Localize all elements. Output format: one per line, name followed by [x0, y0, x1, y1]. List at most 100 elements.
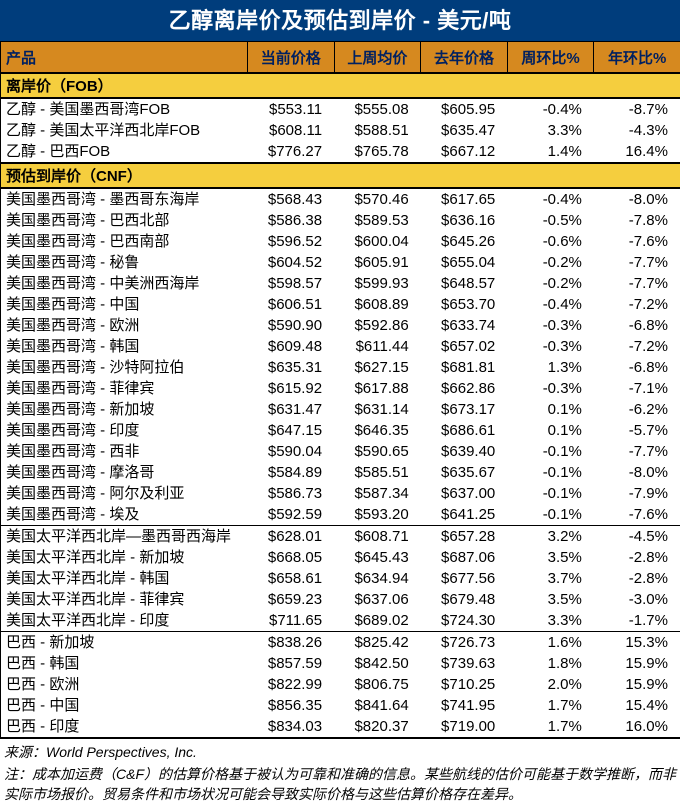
value-cell: 15.9%	[594, 674, 680, 695]
table-row: 美国墨西哥湾 - 中美洲西海岸$598.57$599.93$648.57-0.2…	[1, 273, 680, 294]
column-header: 去年价格	[421, 42, 508, 74]
column-header-product: 产品	[1, 42, 248, 74]
value-cell: $662.86	[421, 378, 508, 399]
column-header: 周环比%	[507, 42, 594, 74]
value-cell: $608.89	[334, 294, 421, 315]
value-cell: $641.25	[421, 504, 508, 526]
value-cell: $586.73	[248, 483, 335, 504]
value-cell: $631.47	[248, 399, 335, 420]
value-cell: $689.02	[334, 610, 421, 632]
value-cell: $657.02	[421, 336, 508, 357]
value-cell: -7.7%	[594, 273, 680, 294]
value-cell: -0.5%	[507, 210, 594, 231]
value-cell: -0.1%	[507, 504, 594, 526]
value-cell: -0.6%	[507, 231, 594, 252]
product-cell: 巴西 - 印度	[1, 716, 248, 738]
product-cell: 美国墨西哥湾 - 巴西北部	[1, 210, 248, 231]
table-row: 美国墨西哥湾 - 韩国$609.48$611.44$657.02-0.3%-7.…	[1, 336, 680, 357]
value-cell: -4.5%	[594, 526, 680, 548]
value-cell: -3.0%	[594, 589, 680, 610]
value-cell: $586.38	[248, 210, 335, 231]
price-table: 产品当前价格上周均价去年价格周环比%年环比% 离岸价（FOB）乙醇 - 美国墨西…	[0, 41, 680, 739]
product-cell: 美国墨西哥湾 - 韩国	[1, 336, 248, 357]
value-cell: 15.3%	[594, 632, 680, 654]
value-cell: $615.92	[248, 378, 335, 399]
value-cell: -7.8%	[594, 210, 680, 231]
product-cell: 美国墨西哥湾 - 欧洲	[1, 315, 248, 336]
value-cell: $609.48	[248, 336, 335, 357]
value-cell: $841.64	[334, 695, 421, 716]
value-cell: 3.3%	[507, 120, 594, 141]
value-cell: 1.3%	[507, 357, 594, 378]
value-cell: $606.51	[248, 294, 335, 315]
value-cell: $635.47	[421, 120, 508, 141]
value-cell: $681.81	[421, 357, 508, 378]
value-cell: $633.74	[421, 315, 508, 336]
value-cell: $655.04	[421, 252, 508, 273]
value-cell: -7.6%	[594, 231, 680, 252]
value-cell: -0.2%	[507, 252, 594, 273]
value-cell: $710.25	[421, 674, 508, 695]
section-header-label: 离岸价（FOB）	[1, 73, 680, 98]
value-cell: $593.20	[334, 504, 421, 526]
value-cell: $639.40	[421, 441, 508, 462]
value-cell: $596.52	[248, 231, 335, 252]
product-cell: 美国墨西哥湾 - 墨西哥东海岸	[1, 188, 248, 210]
value-cell: -1.7%	[594, 610, 680, 632]
value-cell: 0.1%	[507, 399, 594, 420]
column-header: 上周均价	[334, 42, 421, 74]
product-cell: 美国墨西哥湾 - 沙特阿拉伯	[1, 357, 248, 378]
value-cell: $590.90	[248, 315, 335, 336]
value-cell: $608.11	[248, 120, 335, 141]
value-cell: -2.8%	[594, 568, 680, 589]
footer: 来源：World Perspectives, Inc. 注：成本加运费（C&F）…	[0, 739, 680, 806]
value-cell: -0.4%	[507, 98, 594, 120]
value-cell: -0.3%	[507, 336, 594, 357]
table-row: 乙醇 - 美国墨西哥湾FOB$553.11$555.08$605.95-0.4%…	[1, 98, 680, 120]
product-cell: 乙醇 - 巴西FOB	[1, 141, 248, 163]
table-row: 美国墨西哥湾 - 欧洲$590.90$592.86$633.74-0.3%-6.…	[1, 315, 680, 336]
value-cell: -0.1%	[507, 441, 594, 462]
value-cell: -5.7%	[594, 420, 680, 441]
value-cell: $679.48	[421, 589, 508, 610]
product-cell: 美国太平洋西北岸 - 菲律宾	[1, 589, 248, 610]
price-table-body: 离岸价（FOB）乙醇 - 美国墨西哥湾FOB$553.11$555.08$605…	[1, 73, 680, 738]
value-cell: $604.52	[248, 252, 335, 273]
table-row: 美国墨西哥湾 - 埃及$592.59$593.20$641.25-0.1%-7.…	[1, 504, 680, 526]
value-cell: 3.2%	[507, 526, 594, 548]
value-cell: $590.04	[248, 441, 335, 462]
product-cell: 美国墨西哥湾 - 菲律宾	[1, 378, 248, 399]
value-cell: $599.93	[334, 273, 421, 294]
value-cell: $636.16	[421, 210, 508, 231]
value-cell: $587.34	[334, 483, 421, 504]
product-cell: 美国墨西哥湾 - 阿尔及利亚	[1, 483, 248, 504]
value-cell: 15.4%	[594, 695, 680, 716]
product-cell: 美国太平洋西北岸 - 新加坡	[1, 547, 248, 568]
value-cell: -7.7%	[594, 252, 680, 273]
value-cell: $605.91	[334, 252, 421, 273]
table-row: 美国墨西哥湾 - 秘鲁$604.52$605.91$655.04-0.2%-7.…	[1, 252, 680, 273]
value-cell: 3.3%	[507, 610, 594, 632]
value-cell: -0.4%	[507, 294, 594, 315]
product-cell: 美国太平洋西北岸 - 印度	[1, 610, 248, 632]
product-cell: 美国墨西哥湾 - 中美洲西海岸	[1, 273, 248, 294]
value-cell: -6.2%	[594, 399, 680, 420]
value-cell: -0.3%	[507, 378, 594, 399]
value-cell: $842.50	[334, 653, 421, 674]
table-row: 美国墨西哥湾 - 墨西哥东海岸$568.43$570.46$617.65-0.4…	[1, 188, 680, 210]
value-cell: $686.61	[421, 420, 508, 441]
value-cell: $648.57	[421, 273, 508, 294]
value-cell: $668.05	[248, 547, 335, 568]
value-cell: $588.51	[334, 120, 421, 141]
section-header-row: 离岸价（FOB）	[1, 73, 680, 98]
product-cell: 美国墨西哥湾 - 中国	[1, 294, 248, 315]
value-cell: -8.7%	[594, 98, 680, 120]
note-text: 注：成本加运费（C&F）的估算价格基于被认为可靠和准确的信息。某些航线的估价可能…	[4, 764, 676, 804]
section-header-label: 预估到岸价（CNF）	[1, 163, 680, 188]
value-cell: $825.42	[334, 632, 421, 654]
